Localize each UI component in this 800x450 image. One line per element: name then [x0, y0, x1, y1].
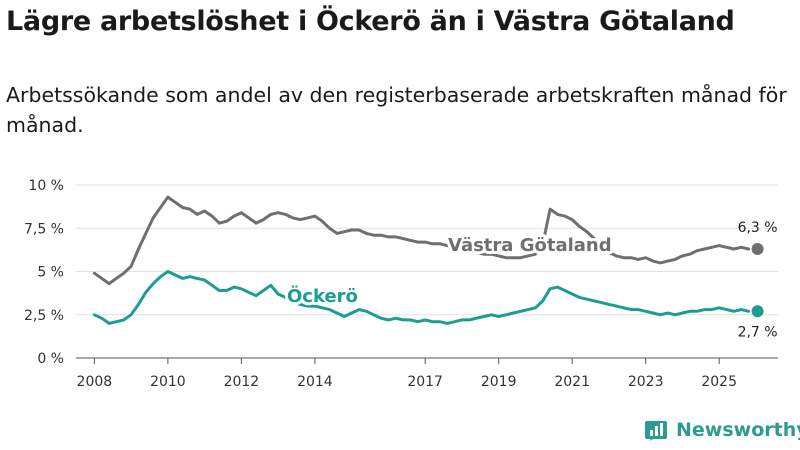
- x-tick-label: 2025: [701, 374, 737, 390]
- end-point-ockero: [751, 305, 764, 318]
- x-tick-label: 2014: [297, 374, 333, 390]
- brand-name: Newsworthy: [676, 419, 800, 441]
- x-tick-label: 2021: [554, 374, 590, 390]
- bar-chart-icon: [645, 421, 667, 441]
- x-tick-label: 2023: [628, 374, 664, 390]
- x-tick-label: 2019: [481, 374, 517, 390]
- y-tick-label: 7,5 %: [24, 221, 64, 237]
- x-tick-label: 2008: [77, 374, 113, 390]
- series-label-ockero: Öckerö: [287, 285, 358, 307]
- y-tick-label: 5 %: [37, 265, 64, 281]
- x-tick-label: 2012: [224, 374, 260, 390]
- chart-subtitle: Arbetssökande som andel av den registerb…: [6, 83, 787, 137]
- end-value-ockero: 2,7 %: [738, 324, 778, 340]
- gridlines: [76, 184, 778, 316]
- series-line-vastra-gotaland: [92, 195, 751, 286]
- chart-title: Lägre arbetslöshet i Öckerö än i Västra …: [6, 6, 735, 37]
- x-tick-label: 2017: [407, 374, 443, 390]
- newsworthy-logo: Newsworthy: [644, 418, 800, 442]
- y-tick-label: 10 %: [28, 178, 64, 194]
- annotations: Västra Götaland Öckerö 6,3 % 2,7 %: [284, 220, 778, 340]
- y-tick-label: 2,5 %: [24, 308, 64, 324]
- end-point-vastra-gotaland: [751, 243, 764, 256]
- series-lines: [92, 195, 751, 325]
- end-value-vastra-gotaland: 6,3 %: [738, 220, 778, 236]
- axes: 0 % 2,5 % 5 % 7,5 % 10 % 2008 2010 2012 2014 2017…: [24, 178, 778, 390]
- y-tick-label: 0 %: [37, 351, 64, 367]
- x-tick-label: 2010: [150, 374, 186, 390]
- series-line-ockero: [92, 270, 751, 325]
- series-label-vastra-gotaland: Västra Götaland: [448, 235, 612, 256]
